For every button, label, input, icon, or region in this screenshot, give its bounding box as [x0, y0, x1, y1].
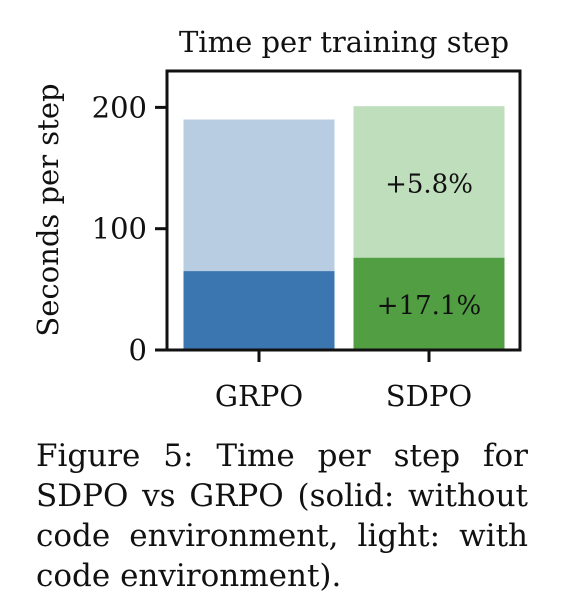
bars-layer: [183, 106, 505, 351]
x-axis: GRPO SDPO: [215, 350, 472, 413]
annotations-layer: +5.8% +17.1%: [377, 170, 481, 321]
bar-chart: Time per training step Seconds per step …: [31, 25, 522, 413]
figure-caption: Figure 5: Time per step for SDPO vs GRPO…: [36, 436, 528, 596]
y-axis-label: Seconds per step: [31, 83, 65, 336]
chart-title: Time per training step: [179, 25, 509, 59]
bar-sdpo-solid: [353, 257, 505, 350]
data-label-1: +5.8%: [385, 170, 473, 200]
caption-text: Time per step for SDPO vs GRPO (solid: w…: [36, 438, 528, 594]
y-tick-label: 0: [129, 333, 147, 367]
bar-grpo-solid: [183, 271, 335, 350]
y-tick-label: 200: [92, 90, 147, 124]
data-label-2: +17.1%: [377, 291, 481, 321]
y-axis: 0 100 200: [92, 90, 167, 367]
x-tick-label: GRPO: [215, 379, 303, 413]
plot-frame: [165, 69, 522, 352]
x-tick-label: SDPO: [386, 379, 472, 413]
y-tick-label: 100: [92, 212, 147, 246]
caption-label: Figure 5:: [36, 438, 194, 474]
